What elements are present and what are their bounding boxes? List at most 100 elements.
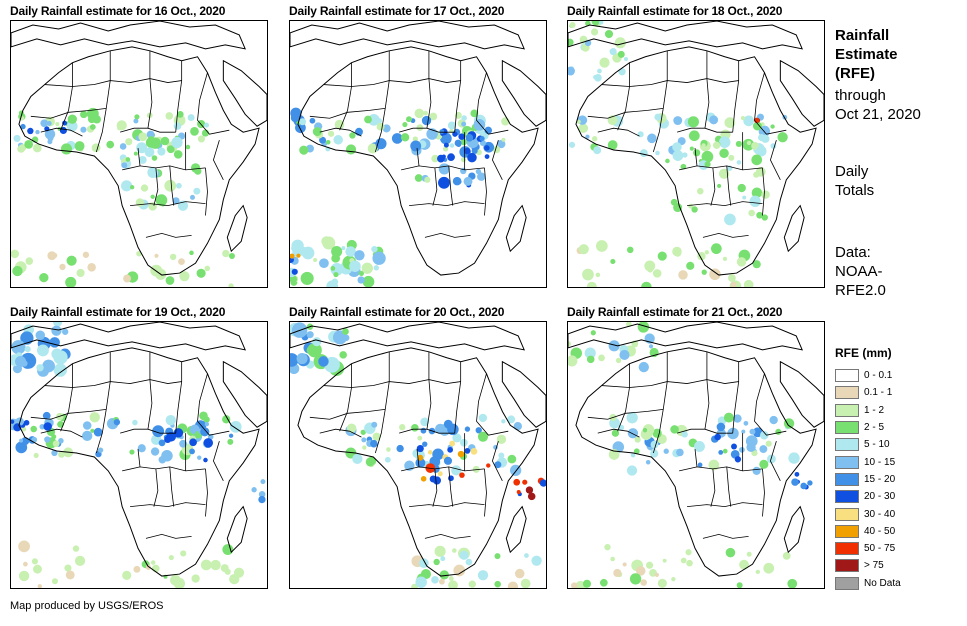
rainfall-cell	[203, 438, 214, 448]
country-border	[147, 351, 153, 430]
country-border	[726, 165, 732, 206]
rainfall-cell	[11, 419, 15, 424]
rainfall-cell	[322, 236, 336, 250]
rainfall-cell	[330, 262, 344, 276]
rainfall-cell	[676, 448, 684, 457]
rainfall-cell	[627, 428, 639, 439]
rainfall-cell	[689, 146, 694, 151]
country-border	[484, 167, 487, 216]
rainfall-cell	[417, 454, 424, 461]
country-border	[60, 62, 73, 131]
rainfall-cell	[176, 182, 182, 189]
rainfall-cell	[748, 209, 755, 217]
legend-label: 20 - 30	[864, 491, 896, 503]
rainfall-cell	[800, 482, 807, 490]
rainfall-cell	[299, 145, 309, 155]
rainfall-cell	[438, 163, 450, 175]
country-border	[448, 165, 454, 206]
rainfall-cell	[639, 149, 648, 158]
rainfall-cell	[44, 436, 51, 443]
rainfall-cell	[586, 281, 597, 287]
rainfall-cell	[788, 452, 800, 464]
legend-swatch	[835, 507, 859, 521]
madagascar-coastline	[505, 204, 527, 253]
rainfall-cell	[313, 257, 318, 262]
rainfall-cell	[59, 126, 67, 135]
rainfall-cell	[123, 274, 132, 283]
country-border	[476, 72, 509, 135]
rainfall-cell	[672, 150, 684, 161]
country-border	[597, 428, 640, 438]
panel-title-oct21: Daily Rainfall estimate for 21 Oct., 202…	[567, 305, 783, 319]
rainfall-cell	[733, 414, 742, 423]
africa-coastline	[18, 46, 260, 276]
rainfall-cell	[138, 155, 147, 164]
rainfall-cell	[494, 580, 501, 588]
legend-swatch	[835, 386, 859, 400]
legend-item: 10 - 15	[835, 453, 901, 470]
country-border	[601, 78, 739, 87]
europe-coastline	[568, 322, 803, 351]
rainfall-cell	[30, 425, 37, 433]
legend-item: 20 - 30	[835, 488, 901, 505]
rainfall-cell	[478, 413, 488, 423]
sidebar-daily-totals: Daily Totals	[835, 162, 874, 200]
legend-item: 50 - 75	[835, 540, 901, 557]
rainfall-cell	[133, 565, 141, 573]
rainfall-cell	[65, 276, 77, 287]
country-border	[401, 165, 485, 171]
rainfall-cell	[604, 544, 611, 551]
rainfall-cell	[121, 159, 126, 164]
rainfall-cell	[326, 280, 339, 287]
rainfall-cell	[654, 113, 662, 121]
country-border	[339, 62, 352, 131]
rainfall-cell	[44, 128, 56, 140]
rainfall-cell	[740, 115, 746, 121]
rainfall-cell	[258, 491, 266, 498]
rainfall-cell	[432, 476, 442, 485]
rainfall-cell	[411, 424, 419, 432]
rainfall-cell	[435, 423, 446, 435]
rainfall-cell	[372, 251, 386, 265]
rainfall-cell	[712, 141, 721, 149]
country-border	[416, 148, 420, 166]
rainfall-cell	[173, 122, 182, 130]
rainfall-cell	[405, 116, 412, 123]
rainfall-cell	[190, 194, 195, 200]
legend-label: 50 - 75	[864, 543, 896, 555]
rainfall-cell	[650, 440, 659, 449]
sidebar-title: Rainfall Estimate (RFE)	[835, 26, 898, 83]
rainfall-cell	[723, 412, 734, 423]
rainfall-cell	[23, 419, 30, 426]
rainfall-cell	[233, 567, 245, 578]
rainfall-cell	[49, 337, 60, 348]
rainfall-cell	[333, 135, 343, 145]
arabia-coastline	[222, 59, 267, 127]
rainfall-cell	[412, 136, 418, 142]
rainfall-cell	[373, 265, 380, 271]
country-border	[677, 428, 733, 434]
rainfall-cell	[501, 419, 506, 424]
rainfall-cell	[361, 262, 373, 274]
rainfall-cell	[169, 253, 177, 261]
rainfall-cell	[617, 50, 625, 58]
rainfall-cell	[607, 140, 618, 150]
rainfall-cell	[522, 479, 528, 485]
country-border	[769, 139, 781, 180]
rainfall-cell	[82, 430, 93, 442]
country-border	[205, 167, 208, 216]
country-border	[710, 468, 716, 507]
country-border	[60, 363, 73, 432]
rainfall-map-oct21	[567, 321, 825, 589]
rainfall-cell	[185, 144, 191, 150]
country-border	[374, 50, 390, 153]
rainfall-cell	[189, 250, 194, 256]
rainfall-cell	[376, 118, 382, 124]
panel-title-oct17: Daily Rainfall estimate for 17 Oct., 202…	[289, 4, 505, 18]
rainfall-cell	[222, 544, 234, 556]
rainfall-cell	[155, 194, 168, 206]
rainfall-cell	[459, 550, 469, 560]
country-border	[120, 428, 176, 434]
country-border	[212, 440, 224, 481]
rainfall-cell	[129, 185, 135, 190]
